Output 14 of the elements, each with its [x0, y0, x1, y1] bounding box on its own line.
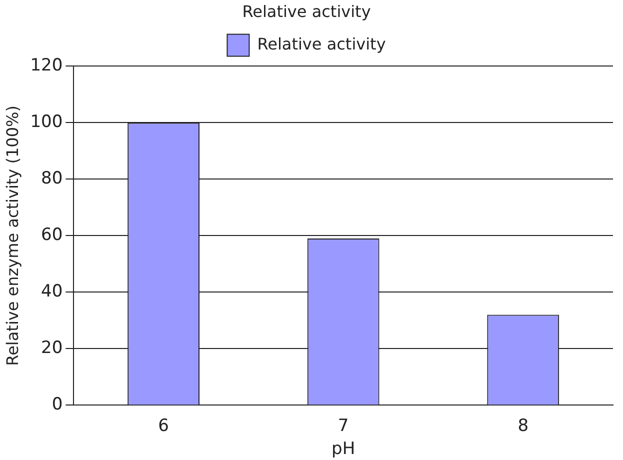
- y-axis-title: Relative enzyme activity (100%): [2, 106, 22, 366]
- legend-title: Relative activity: [242, 2, 371, 22]
- x-tick-label: 8: [518, 416, 529, 436]
- y-tick-label: 0: [52, 394, 63, 415]
- y-tick-label: 20: [41, 338, 63, 358]
- x-axis-title: pH: [332, 439, 356, 460]
- x-tick-label: 7: [338, 416, 349, 436]
- y-tick-label: 60: [41, 225, 63, 246]
- y-tick-label: 80: [41, 168, 63, 189]
- y-tick-label: 100: [30, 112, 63, 132]
- legend-label: Relative activity: [257, 34, 386, 54]
- x-tick-label: 6: [158, 416, 169, 436]
- y-tick-label: 40: [41, 282, 63, 302]
- y-tick-label: 120: [30, 56, 63, 76]
